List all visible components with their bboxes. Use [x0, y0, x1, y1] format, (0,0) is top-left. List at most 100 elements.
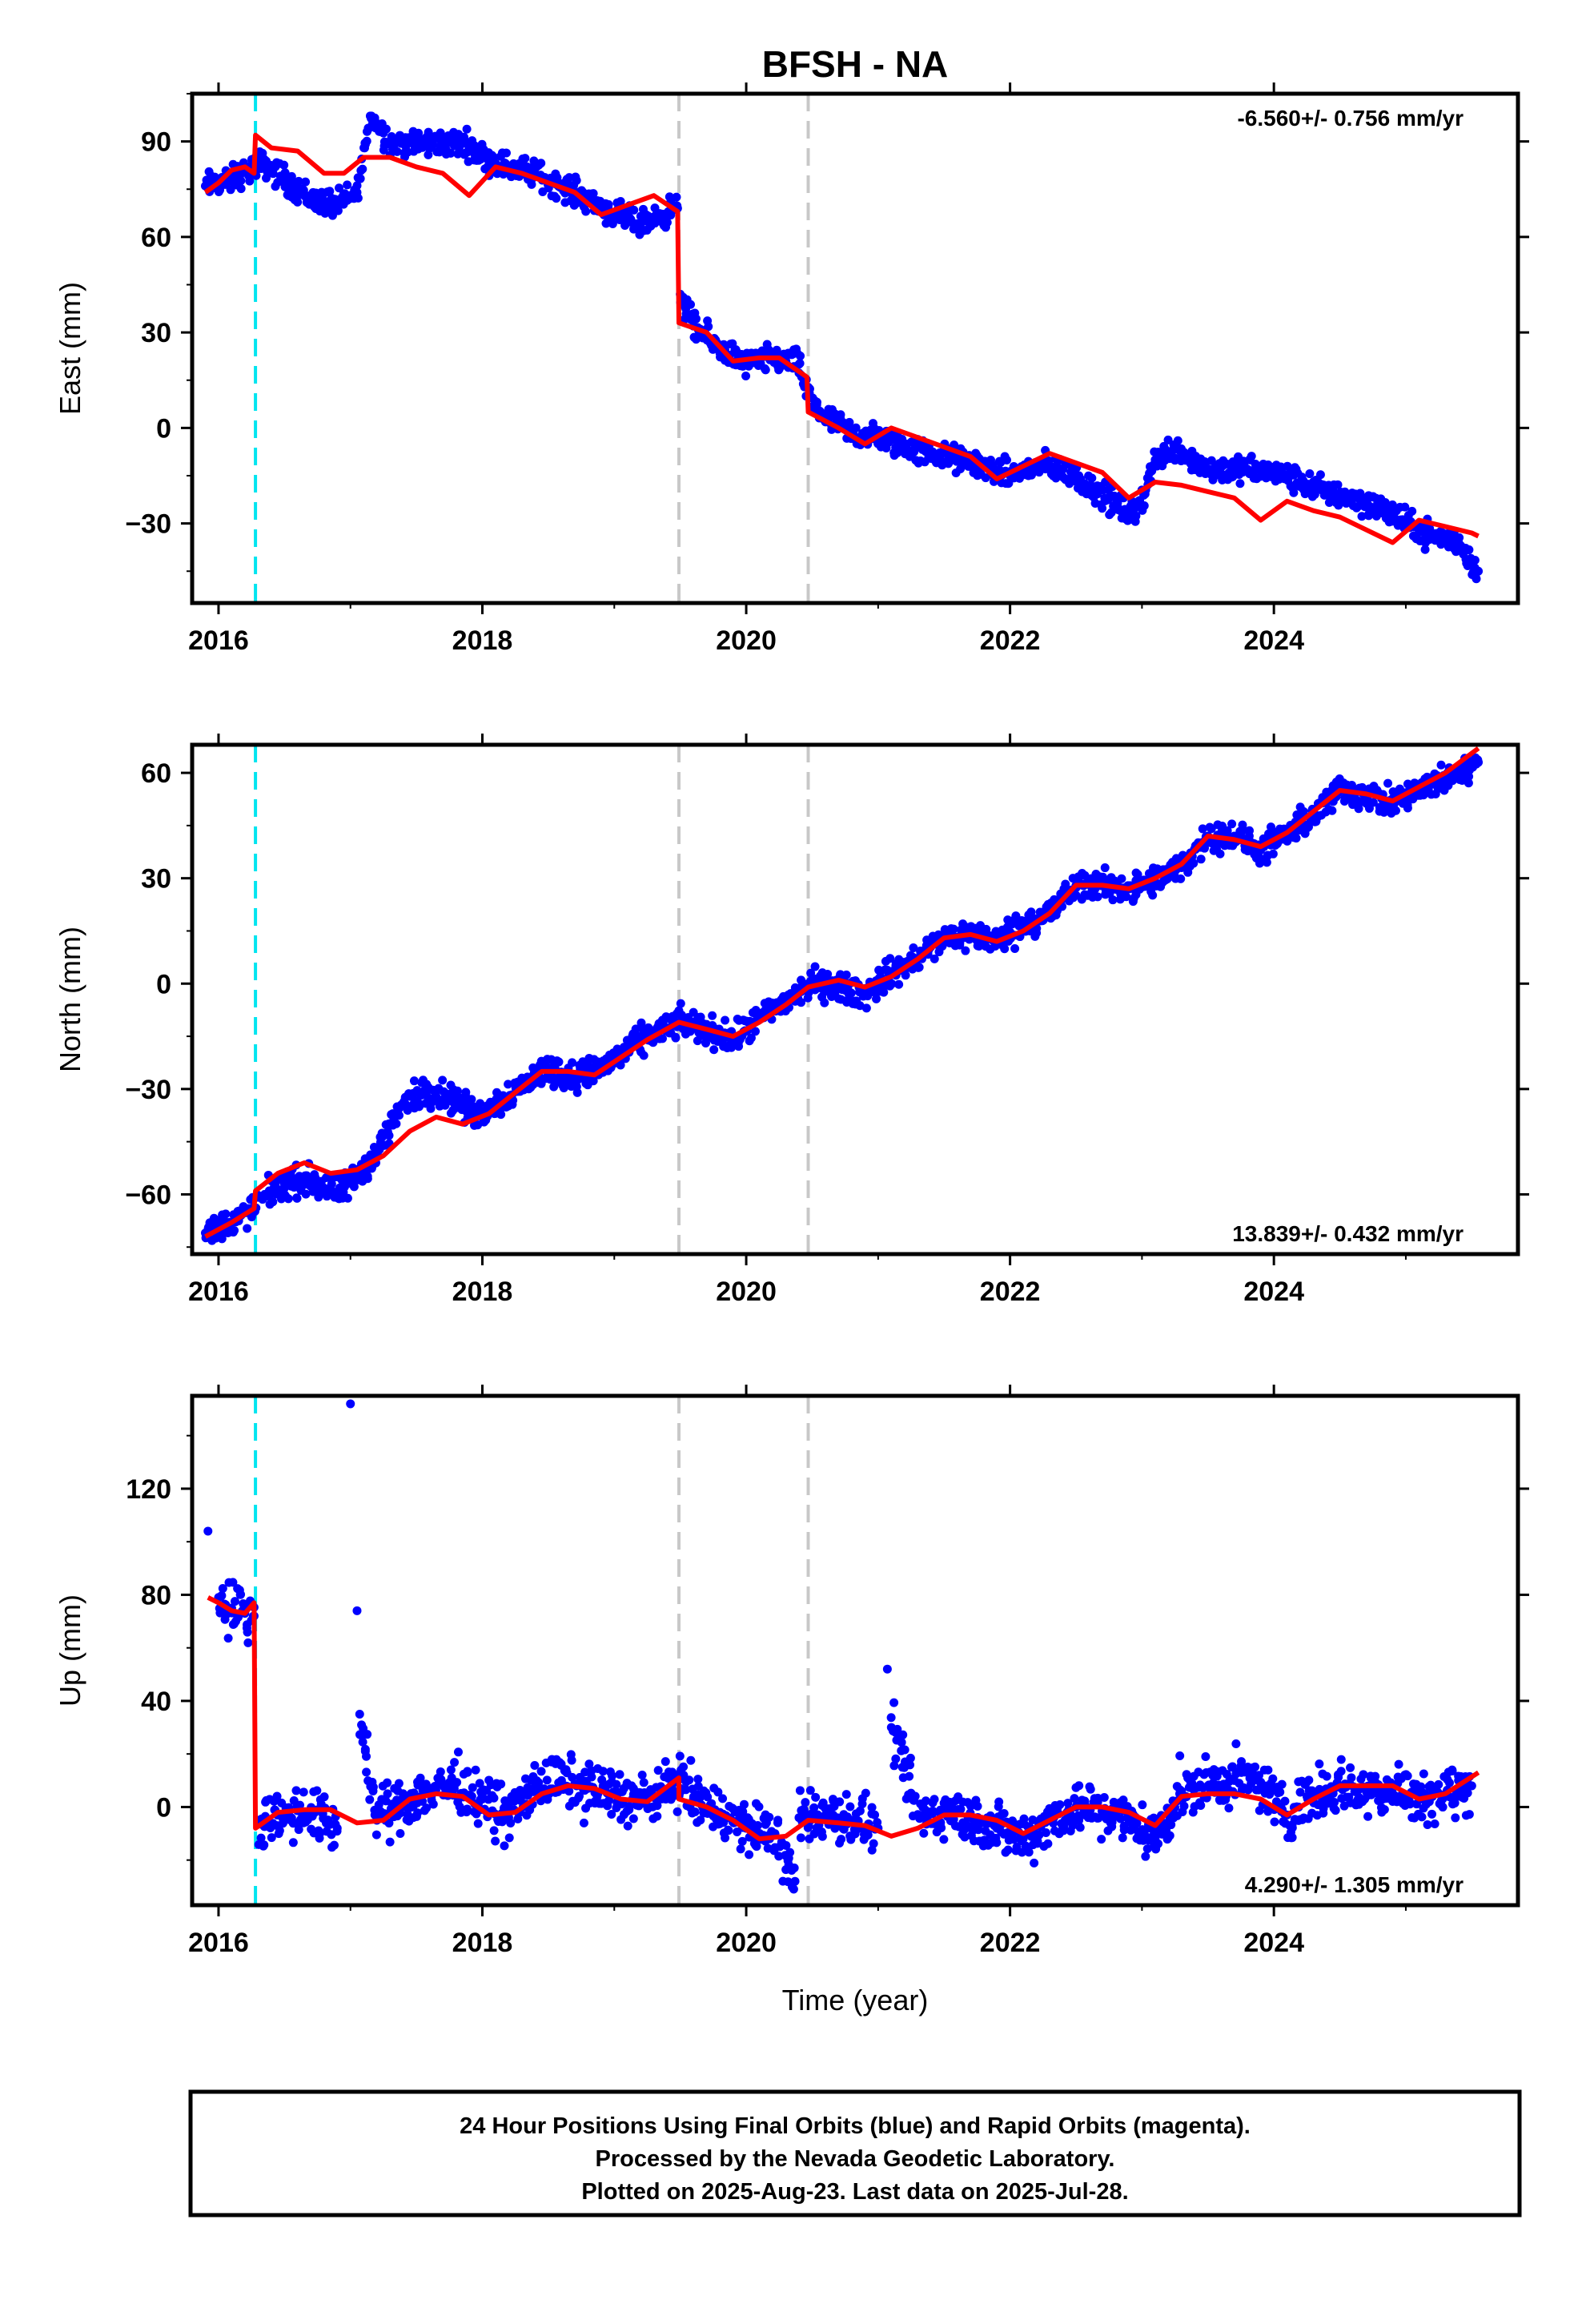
up-data-point [1237, 1757, 1247, 1767]
up-data-point [1116, 1814, 1126, 1823]
up-data-point [736, 1844, 745, 1854]
up-data-point [690, 1807, 700, 1816]
north-data-point [872, 994, 881, 1003]
north-data-point [1010, 944, 1020, 954]
north-data-point [343, 1193, 352, 1203]
east-data-point [672, 192, 681, 202]
up-data-point [861, 1788, 870, 1798]
north-data-point [1436, 760, 1446, 770]
north-frame [190, 742, 1520, 1256]
up-data-point [882, 1664, 892, 1674]
north-data-point [1122, 892, 1131, 902]
up-data-point [1119, 1825, 1129, 1835]
up-data-point [453, 1747, 463, 1757]
up-data-point [789, 1864, 799, 1872]
east-data-point [359, 143, 369, 153]
up-data-point [1277, 1779, 1287, 1789]
up-data-point [332, 1823, 342, 1833]
up-data-point [233, 1612, 243, 1622]
north-data-point [409, 1076, 419, 1086]
up-data-point [216, 1591, 226, 1601]
east-data-point [851, 423, 861, 432]
east-model-line [203, 132, 1480, 545]
east-data-point [691, 314, 701, 324]
north-data-point [709, 1045, 719, 1055]
east-data-point [268, 169, 278, 179]
up-data-point [1403, 1771, 1412, 1781]
up-data-point [1201, 1751, 1211, 1761]
up-data-point [801, 1798, 810, 1807]
north-data-point [1299, 806, 1308, 816]
up-data-point [218, 1584, 227, 1594]
north-data-point [901, 971, 910, 980]
east-data-point [462, 124, 472, 134]
up-data-point [489, 1826, 499, 1835]
east-data-point [1002, 455, 1011, 464]
east-data-point [280, 168, 290, 178]
up-data-point [230, 1597, 239, 1606]
up-data-point [752, 1842, 761, 1852]
north-data-point [1262, 858, 1271, 867]
east-data-point [1472, 574, 1481, 584]
east-rate-annotation: -6.560+/- 0.756 mm/yr [1237, 106, 1464, 131]
up-data-point [637, 1771, 647, 1780]
up-data-point [463, 1767, 472, 1776]
up-data-point [835, 1797, 845, 1807]
up-data-point [897, 1738, 906, 1747]
north-data-point [476, 1099, 485, 1108]
up-data-point [679, 1762, 689, 1771]
up-data-point [1068, 1820, 1078, 1830]
north-y-tick-label: 30 [141, 864, 171, 895]
north-data-point [1227, 819, 1237, 829]
north-data-point [914, 963, 924, 972]
north-data-point [554, 1057, 564, 1067]
up-data-point [910, 1791, 920, 1801]
up-data-point [652, 1801, 662, 1811]
up-data-point [1304, 1775, 1314, 1785]
up-model-line [207, 1595, 1480, 1842]
up-data-point [898, 1730, 908, 1739]
east-data-point [1333, 480, 1343, 489]
north-data-point [1061, 879, 1070, 889]
up-data-point [1175, 1751, 1185, 1761]
north-data-point [292, 1193, 302, 1203]
north-data-point [693, 1036, 702, 1046]
north-y-axis-label: North (mm) [54, 927, 86, 1072]
east-data-point [279, 160, 289, 170]
north-data-point [1368, 798, 1378, 807]
up-data-point [1434, 1779, 1443, 1789]
up-data-point [567, 1755, 576, 1765]
north-data-point [327, 1179, 336, 1188]
up-data-point [579, 1818, 588, 1827]
north-data-point [1327, 806, 1337, 815]
up-data-point [805, 1786, 815, 1795]
north-data-point [721, 1015, 730, 1025]
east-data-point [604, 199, 613, 209]
east-data-point [741, 372, 751, 381]
east-data-point [392, 147, 402, 156]
east-data-point [845, 417, 854, 427]
up-data-point [652, 1811, 662, 1821]
up-data-point [542, 1775, 552, 1785]
east-data-point [650, 219, 660, 228]
east-data-point [333, 206, 343, 215]
up-data-point [1099, 1793, 1109, 1803]
up-data-point [724, 1826, 733, 1835]
up-data-point [1132, 1819, 1142, 1828]
up-data-point [999, 1808, 1009, 1818]
up-data-point [239, 1600, 249, 1610]
up-data-point [1346, 1763, 1355, 1772]
up-data-point [661, 1757, 670, 1767]
up-data-point [867, 1803, 877, 1812]
up-data-point [1179, 1801, 1189, 1811]
north-data-point [885, 954, 895, 963]
up-data-point [1427, 1809, 1437, 1819]
up-data-point [817, 1831, 827, 1841]
east-data-point [704, 322, 713, 332]
up-data-point [789, 1884, 798, 1894]
up-data-point [489, 1793, 499, 1803]
up-data-point [675, 1751, 685, 1761]
east-data-point [352, 181, 362, 191]
up-data-point [1467, 1781, 1476, 1791]
up-data-point [737, 1836, 747, 1846]
